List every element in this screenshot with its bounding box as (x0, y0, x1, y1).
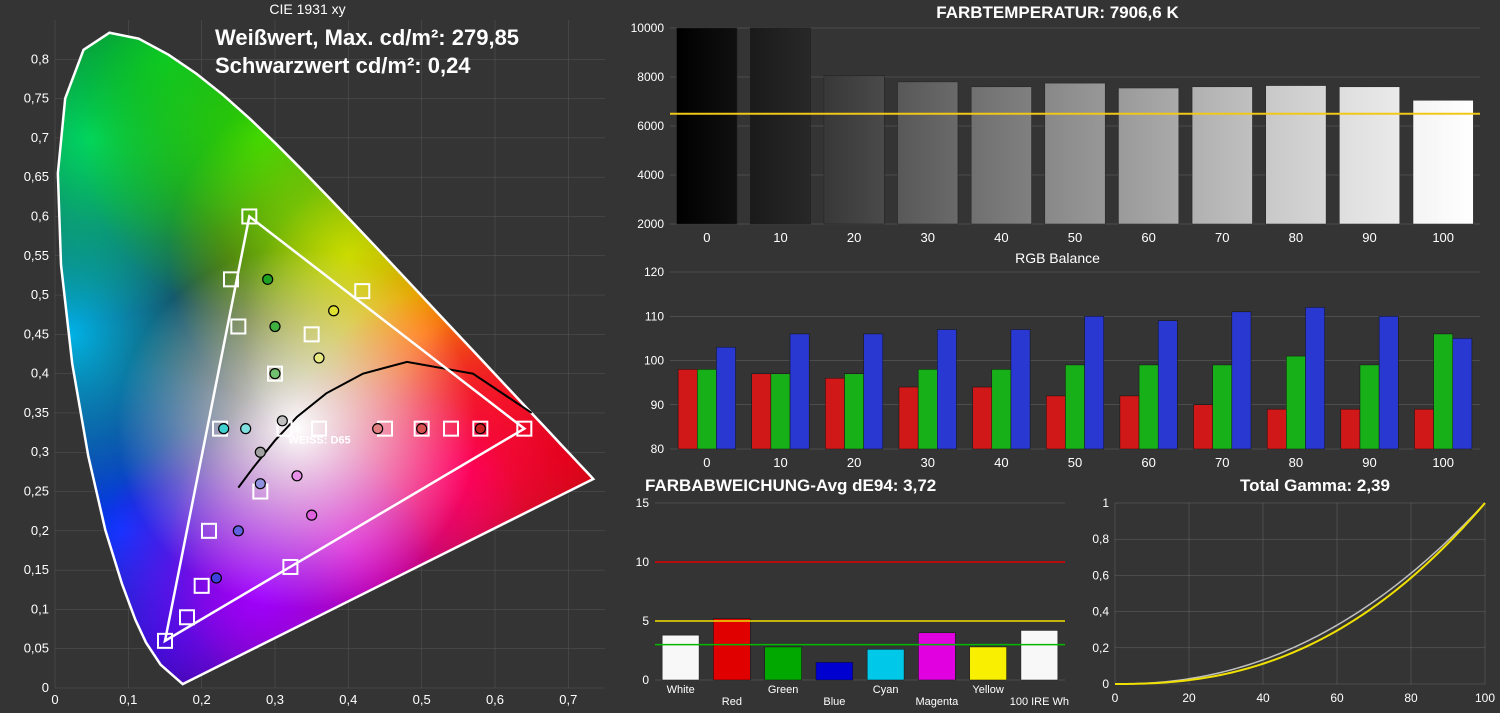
svg-text:0,2: 0,2 (193, 692, 211, 707)
svg-text:Magenta: Magenta (915, 696, 959, 708)
svg-text:4000: 4000 (637, 168, 664, 182)
svg-text:Total Gamma: 2,39: Total Gamma: 2,39 (1240, 476, 1390, 495)
svg-text:0,7: 0,7 (31, 130, 49, 145)
svg-text:0,6: 0,6 (486, 692, 504, 707)
svg-text:0,35: 0,35 (24, 405, 49, 420)
svg-text:Red: Red (722, 696, 742, 708)
svg-text:0,3: 0,3 (31, 444, 49, 459)
svg-text:70: 70 (1215, 230, 1229, 245)
svg-text:CIE 1931 xy: CIE 1931 xy (269, 1, 345, 17)
svg-text:40: 40 (1256, 691, 1270, 705)
svg-text:90: 90 (1362, 455, 1376, 470)
gamma-chart: Total Gamma: 2,39 0 0,2 0,4 0,6 0,8 1 0 20 40 60 80… (1070, 473, 1500, 708)
svg-text:0,65: 0,65 (24, 169, 49, 184)
svg-text:10: 10 (773, 230, 787, 245)
svg-text:0,4: 0,4 (1092, 605, 1109, 619)
svg-text:6000: 6000 (637, 119, 664, 133)
svg-text:70: 70 (1215, 455, 1229, 470)
svg-text:40: 40 (994, 455, 1008, 470)
svg-text:20: 20 (847, 455, 861, 470)
svg-text:White: White (667, 684, 695, 696)
svg-text:60: 60 (1330, 691, 1344, 705)
svg-text:0: 0 (703, 230, 710, 245)
svg-text:80: 80 (1404, 691, 1418, 705)
svg-text:100: 100 (644, 354, 664, 368)
svg-text:30: 30 (920, 455, 934, 470)
svg-text:15: 15 (636, 496, 650, 510)
svg-text:5: 5 (642, 614, 649, 628)
svg-text:50: 50 (1068, 455, 1082, 470)
svg-text:FARBABWEICHUNG-Avg dE94: 3,72: FARBABWEICHUNG-Avg dE94: 3,72 (645, 476, 936, 495)
svg-text:90: 90 (651, 398, 665, 412)
svg-text:0,05: 0,05 (24, 641, 49, 656)
svg-text:0,55: 0,55 (24, 248, 49, 263)
rgb-balance-chart: RGB Balance 80 90 100 110 120 0 10 20 30 40 50 60 70 8… (615, 248, 1500, 473)
svg-text:Yellow: Yellow (972, 684, 1003, 696)
colortemp-chart: FARBTEMPERATUR: 7906,6 K 2000 4000 6000 8000… (615, 0, 1500, 248)
cie-chart: CIE 1931 xy 0 0,1 0,2 0,3 0,4 0,5 0,6 0,7 0 0,05 0,… (0, 0, 615, 708)
svg-text:100 IRE Wh: 100 IRE Wh (1010, 696, 1069, 708)
svg-text:0,1: 0,1 (31, 601, 49, 616)
svg-text:Schwarzwert cd/m²: 0,24: Schwarzwert cd/m²: 0,24 (215, 53, 471, 78)
svg-text:Blue: Blue (823, 696, 845, 708)
svg-text:50: 50 (1068, 230, 1082, 245)
svg-text:WEISS: D65: WEISS: D65 (288, 434, 350, 446)
svg-text:60: 60 (1141, 230, 1155, 245)
svg-text:0,5: 0,5 (31, 287, 49, 302)
svg-text:0,8: 0,8 (31, 51, 49, 66)
svg-text:100: 100 (1475, 691, 1495, 705)
svg-text:80: 80 (651, 442, 665, 456)
svg-text:Weißwert, Max. cd/m²: 279,85: Weißwert, Max. cd/m²: 279,85 (215, 25, 519, 50)
svg-text:0,5: 0,5 (413, 692, 431, 707)
svg-text:8000: 8000 (637, 70, 664, 84)
svg-text:10: 10 (636, 555, 650, 569)
svg-text:0: 0 (42, 680, 49, 695)
svg-text:10: 10 (773, 455, 787, 470)
svg-text:40: 40 (994, 230, 1008, 245)
svg-text:0,6: 0,6 (31, 208, 49, 223)
svg-text:0,1: 0,1 (119, 692, 137, 707)
svg-text:0,2: 0,2 (31, 523, 49, 538)
svg-text:80: 80 (1289, 455, 1303, 470)
svg-text:0,6: 0,6 (1092, 568, 1109, 582)
svg-text:0,25: 0,25 (24, 484, 49, 499)
svg-text:Cyan: Cyan (873, 684, 899, 696)
svg-text:2000: 2000 (637, 217, 664, 231)
svg-text:110: 110 (645, 309, 664, 323)
de94-chart: FARBABWEICHUNG-Avg dE94: 3,72 0 5 10 15 White… (615, 473, 1070, 708)
svg-text:0,3: 0,3 (266, 692, 284, 707)
svg-text:100: 100 (1432, 455, 1454, 470)
svg-text:120: 120 (644, 265, 664, 279)
svg-text:Green: Green (768, 684, 799, 696)
svg-text:0,75: 0,75 (24, 91, 49, 106)
svg-text:0,8: 0,8 (1092, 532, 1109, 546)
svg-text:10000: 10000 (631, 21, 665, 35)
svg-text:0: 0 (642, 673, 649, 687)
svg-text:20: 20 (1182, 691, 1196, 705)
svg-text:FARBTEMPERATUR: 7906,6 K: FARBTEMPERATUR: 7906,6 K (936, 3, 1179, 22)
svg-text:0,2: 0,2 (1092, 641, 1109, 655)
svg-text:1: 1 (1102, 496, 1109, 510)
svg-text:0,4: 0,4 (339, 692, 357, 707)
svg-text:60: 60 (1141, 455, 1155, 470)
svg-text:20: 20 (847, 230, 861, 245)
svg-text:0: 0 (51, 692, 58, 707)
svg-text:30: 30 (920, 230, 934, 245)
svg-text:90: 90 (1362, 230, 1376, 245)
svg-text:0: 0 (1102, 677, 1109, 691)
svg-text:0: 0 (1112, 691, 1119, 705)
svg-text:0: 0 (703, 455, 710, 470)
svg-text:0,4: 0,4 (31, 366, 49, 381)
svg-text:RGB Balance: RGB Balance (1015, 250, 1100, 266)
svg-text:80: 80 (1289, 230, 1303, 245)
svg-text:0,7: 0,7 (559, 692, 577, 707)
svg-text:100: 100 (1432, 230, 1454, 245)
svg-text:0,15: 0,15 (24, 562, 49, 577)
svg-text:0,45: 0,45 (24, 326, 49, 341)
